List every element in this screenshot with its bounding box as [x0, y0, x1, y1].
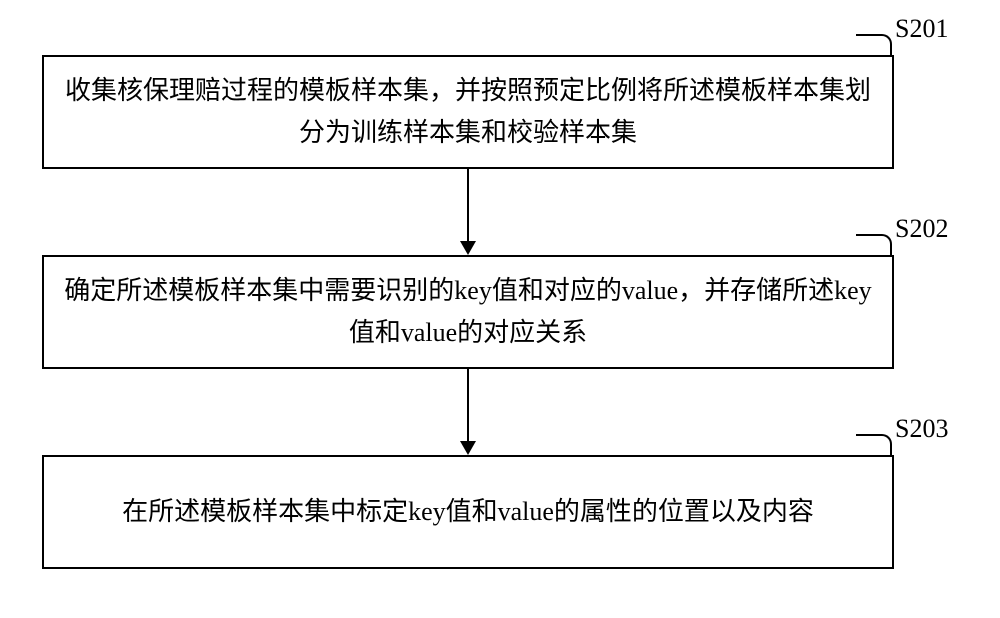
- flow-step-text: 收集核保理赔过程的模板样本集，并按照预定比例将所述模板样本集划分为训练样本集和校…: [64, 70, 872, 153]
- flow-step-text: 在所述模板样本集中标定key值和value的属性的位置以及内容: [122, 491, 814, 533]
- arrow-line: [467, 369, 469, 441]
- arrow-head-icon: [460, 441, 476, 455]
- step-label-s201: S201: [895, 14, 948, 44]
- label-connector: [856, 434, 892, 456]
- label-connector: [856, 234, 892, 256]
- label-connector: [856, 34, 892, 56]
- arrow-head-icon: [460, 241, 476, 255]
- step-label-s203: S203: [895, 414, 948, 444]
- step-label-s202: S202: [895, 214, 948, 244]
- arrow-line: [467, 169, 469, 241]
- flow-step-s201: 收集核保理赔过程的模板样本集，并按照预定比例将所述模板样本集划分为训练样本集和校…: [42, 55, 894, 169]
- flow-step-s203: 在所述模板样本集中标定key值和value的属性的位置以及内容: [42, 455, 894, 569]
- flowchart-canvas: 收集核保理赔过程的模板样本集，并按照预定比例将所述模板样本集划分为训练样本集和校…: [0, 0, 1000, 618]
- flow-step-s202: 确定所述模板样本集中需要识别的key值和对应的value，并存储所述key值和v…: [42, 255, 894, 369]
- flow-step-text: 确定所述模板样本集中需要识别的key值和对应的value，并存储所述key值和v…: [64, 270, 872, 353]
